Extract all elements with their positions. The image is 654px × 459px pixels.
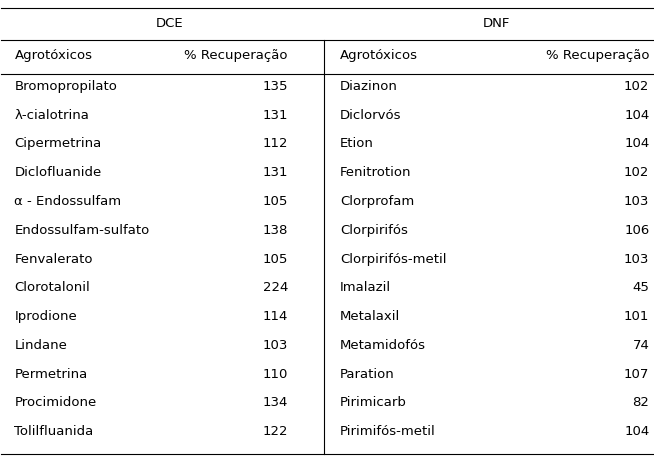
Text: Imalazil: Imalazil: [340, 281, 391, 294]
Text: 131: 131: [262, 109, 288, 122]
Text: 224: 224: [262, 281, 288, 294]
Text: 112: 112: [262, 137, 288, 151]
Text: Diclofluanide: Diclofluanide: [14, 166, 101, 179]
Text: Diclorvós: Diclorvós: [340, 109, 402, 122]
Text: % Recuperação: % Recuperação: [546, 49, 649, 62]
Text: DNF: DNF: [483, 17, 510, 30]
Text: Endossulfam-sulfato: Endossulfam-sulfato: [14, 224, 150, 237]
Text: Fenvalerato: Fenvalerato: [14, 252, 93, 265]
Text: 106: 106: [624, 224, 649, 237]
Text: 114: 114: [262, 310, 288, 323]
Text: Agrotóxicos: Agrotóxicos: [340, 49, 418, 62]
Text: 101: 101: [624, 310, 649, 323]
Text: DCE: DCE: [155, 17, 183, 30]
Text: 45: 45: [632, 281, 649, 294]
Text: Clorotalonil: Clorotalonil: [14, 281, 90, 294]
Text: λ-cialotrina: λ-cialotrina: [14, 109, 90, 122]
Text: 122: 122: [262, 425, 288, 438]
Text: Agrotóxicos: Agrotóxicos: [14, 49, 92, 62]
Text: 102: 102: [624, 80, 649, 93]
Text: Clorpirifós: Clorpirifós: [340, 224, 408, 237]
Text: Metamidofós: Metamidofós: [340, 339, 426, 352]
Text: 105: 105: [262, 252, 288, 265]
Text: 138: 138: [262, 224, 288, 237]
Text: Clorpirifós-metil: Clorpirifós-metil: [340, 252, 447, 265]
Text: 103: 103: [624, 252, 649, 265]
Text: Bromopropilato: Bromopropilato: [14, 80, 117, 93]
Text: Fenitrotion: Fenitrotion: [340, 166, 411, 179]
Text: % Recuperação: % Recuperação: [184, 49, 288, 62]
Text: Diazinon: Diazinon: [340, 80, 398, 93]
Text: Permetrina: Permetrina: [14, 368, 88, 381]
Text: 104: 104: [624, 137, 649, 151]
Text: Clorprofam: Clorprofam: [340, 195, 414, 208]
Text: Etion: Etion: [340, 137, 374, 151]
Text: Tolilfluanida: Tolilfluanida: [14, 425, 94, 438]
Text: Cipermetrina: Cipermetrina: [14, 137, 101, 151]
Text: 74: 74: [632, 339, 649, 352]
Text: 82: 82: [632, 397, 649, 409]
Text: Paration: Paration: [340, 368, 395, 381]
Text: α - Endossulfam: α - Endossulfam: [14, 195, 122, 208]
Text: Lindane: Lindane: [14, 339, 67, 352]
Text: 134: 134: [262, 397, 288, 409]
Text: 105: 105: [262, 195, 288, 208]
Text: 103: 103: [624, 195, 649, 208]
Text: 107: 107: [624, 368, 649, 381]
Text: 135: 135: [262, 80, 288, 93]
Text: Metalaxil: Metalaxil: [340, 310, 400, 323]
Text: 104: 104: [624, 425, 649, 438]
Text: Pirimicarb: Pirimicarb: [340, 397, 407, 409]
Text: 102: 102: [624, 166, 649, 179]
Text: 103: 103: [262, 339, 288, 352]
Text: Pirimifós-metil: Pirimifós-metil: [340, 425, 436, 438]
Text: Procimidone: Procimidone: [14, 397, 97, 409]
Text: Iprodione: Iprodione: [14, 310, 77, 323]
Text: 131: 131: [262, 166, 288, 179]
Text: 104: 104: [624, 109, 649, 122]
Text: 110: 110: [262, 368, 288, 381]
